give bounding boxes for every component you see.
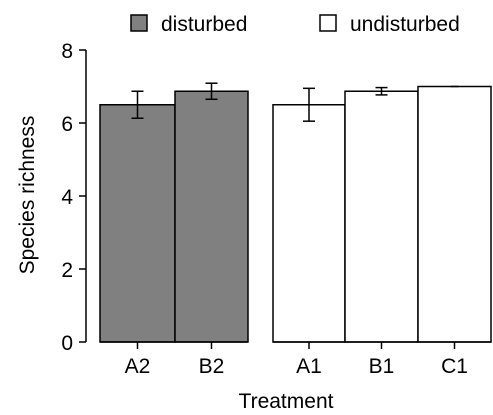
y-tick-label: 0 <box>61 332 73 355</box>
bar-A1 <box>272 104 346 343</box>
legend: disturbed undisturbed <box>130 13 460 36</box>
x-tick-label: A2 <box>125 355 151 378</box>
x-tick-label: A1 <box>296 355 322 378</box>
bars <box>99 82 492 343</box>
legend-swatch <box>319 14 337 32</box>
bar-C1 <box>417 85 492 343</box>
x-tick-label: B2 <box>199 355 225 378</box>
x-tick-label: C1 <box>441 355 468 378</box>
y-tick-label: 6 <box>61 113 73 136</box>
bar-A2 <box>99 104 176 343</box>
x-axis: A2 B2 A1 B1 C1 <box>100 341 491 378</box>
legend-swatch <box>130 14 148 32</box>
x-axis-label: Treatment <box>239 390 334 413</box>
legend-label: undisturbed <box>350 13 460 36</box>
y-tick-label: 2 <box>61 259 73 282</box>
bar-B1 <box>344 90 419 343</box>
legend-label: disturbed <box>161 13 247 36</box>
y-tick-label: 8 <box>61 40 73 63</box>
x-tick-label: B1 <box>369 355 395 378</box>
y-axis-label: Species richness <box>16 116 39 275</box>
y-tick-label: 4 <box>61 186 73 209</box>
y-axis: 0 2 4 6 8 <box>61 40 87 355</box>
bar-B2 <box>174 90 249 343</box>
